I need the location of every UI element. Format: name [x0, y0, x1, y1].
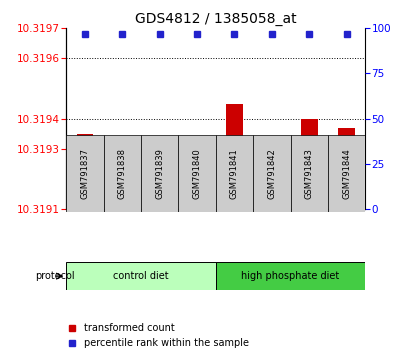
Title: GDS4812 / 1385058_at: GDS4812 / 1385058_at: [135, 12, 297, 26]
Bar: [328, 135, 365, 212]
Bar: [216, 262, 365, 290]
Bar: [226, 103, 243, 209]
Bar: [104, 135, 141, 212]
Text: GSM791839: GSM791839: [155, 148, 164, 199]
Bar: [178, 135, 216, 212]
Bar: [141, 135, 178, 212]
Text: GSM791843: GSM791843: [305, 148, 314, 199]
Bar: [301, 119, 317, 209]
Bar: [264, 155, 280, 209]
Bar: [290, 135, 328, 212]
Text: percentile rank within the sample: percentile rank within the sample: [84, 338, 249, 348]
Bar: [189, 139, 205, 209]
Text: GSM791841: GSM791841: [230, 148, 239, 199]
Bar: [66, 135, 104, 212]
Bar: [77, 133, 93, 209]
Text: GSM791840: GSM791840: [193, 148, 202, 199]
Bar: [216, 135, 253, 212]
Text: GSM791844: GSM791844: [342, 148, 351, 199]
Text: GSM791837: GSM791837: [81, 148, 90, 199]
Bar: [114, 155, 131, 209]
Bar: [66, 262, 216, 290]
Text: high phosphate diet: high phosphate diet: [242, 271, 339, 281]
Text: transformed count: transformed count: [84, 323, 175, 333]
Text: GSM791842: GSM791842: [267, 148, 276, 199]
Bar: [338, 127, 355, 209]
Bar: [253, 135, 290, 212]
Text: protocol: protocol: [35, 271, 74, 281]
Text: control diet: control diet: [113, 271, 169, 281]
Text: GSM791838: GSM791838: [118, 148, 127, 199]
Bar: [151, 155, 168, 209]
